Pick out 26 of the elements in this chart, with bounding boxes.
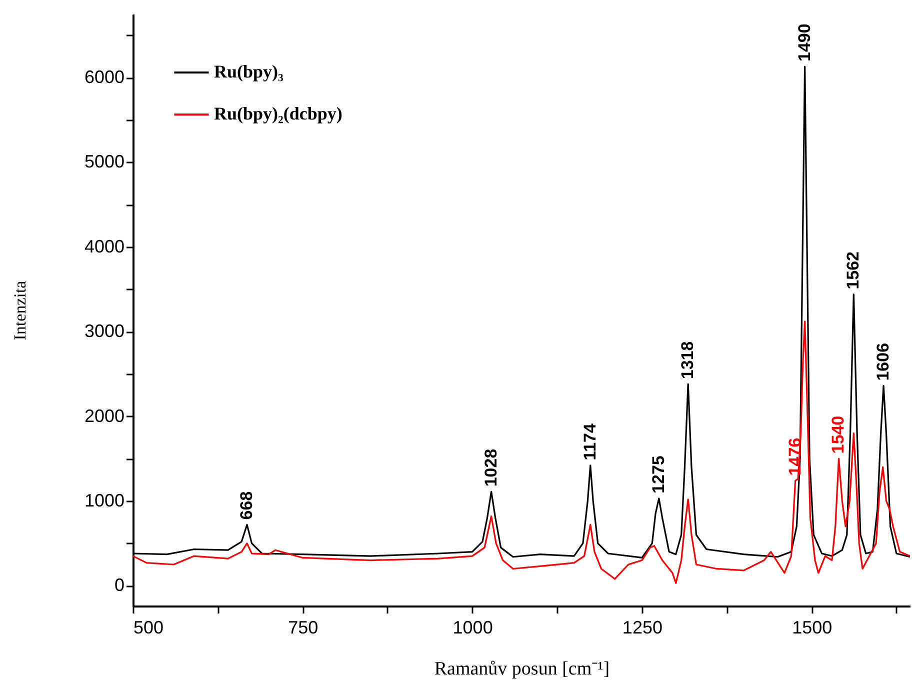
legend-label: Ru(bpy)₃ — [214, 62, 284, 82]
annotation: 1562 — [844, 252, 863, 290]
x-tick-label: 1000 — [452, 618, 493, 638]
x-tick-label: 500 — [134, 618, 164, 638]
x-axis-title: Ramanův posun [cm⁻¹] — [434, 658, 610, 680]
annotation: 1275 — [648, 456, 668, 494]
annotation: 1490 — [794, 24, 814, 62]
y-tick-label: 3000 — [84, 321, 124, 342]
y-tick-label: 5000 — [84, 152, 124, 172]
annotation: 1606 — [874, 342, 893, 381]
x-tick-label: 1250 — [622, 618, 662, 638]
y-axis-title: Intenzita — [10, 280, 30, 340]
y-tick-label: 4000 — [84, 236, 124, 256]
annotation: 668 — [237, 491, 256, 520]
annotation: 1174 — [580, 422, 600, 460]
y-tick-label: 1000 — [84, 490, 124, 510]
annotation: 1028 — [481, 448, 500, 487]
y-tick-label: 2000 — [84, 406, 124, 426]
annotation: 1318 — [678, 341, 698, 380]
x-tick-label: 1500 — [792, 618, 832, 638]
x-tick-label: 750 — [288, 618, 318, 638]
y-tick-label: 0 — [114, 575, 124, 596]
annotation: 1540 — [828, 416, 848, 454]
legend-label: Ru(bpy)₂(dcbpy) — [214, 104, 342, 124]
y-tick-label: 6000 — [84, 67, 124, 88]
line-series — [133, 320, 910, 584]
